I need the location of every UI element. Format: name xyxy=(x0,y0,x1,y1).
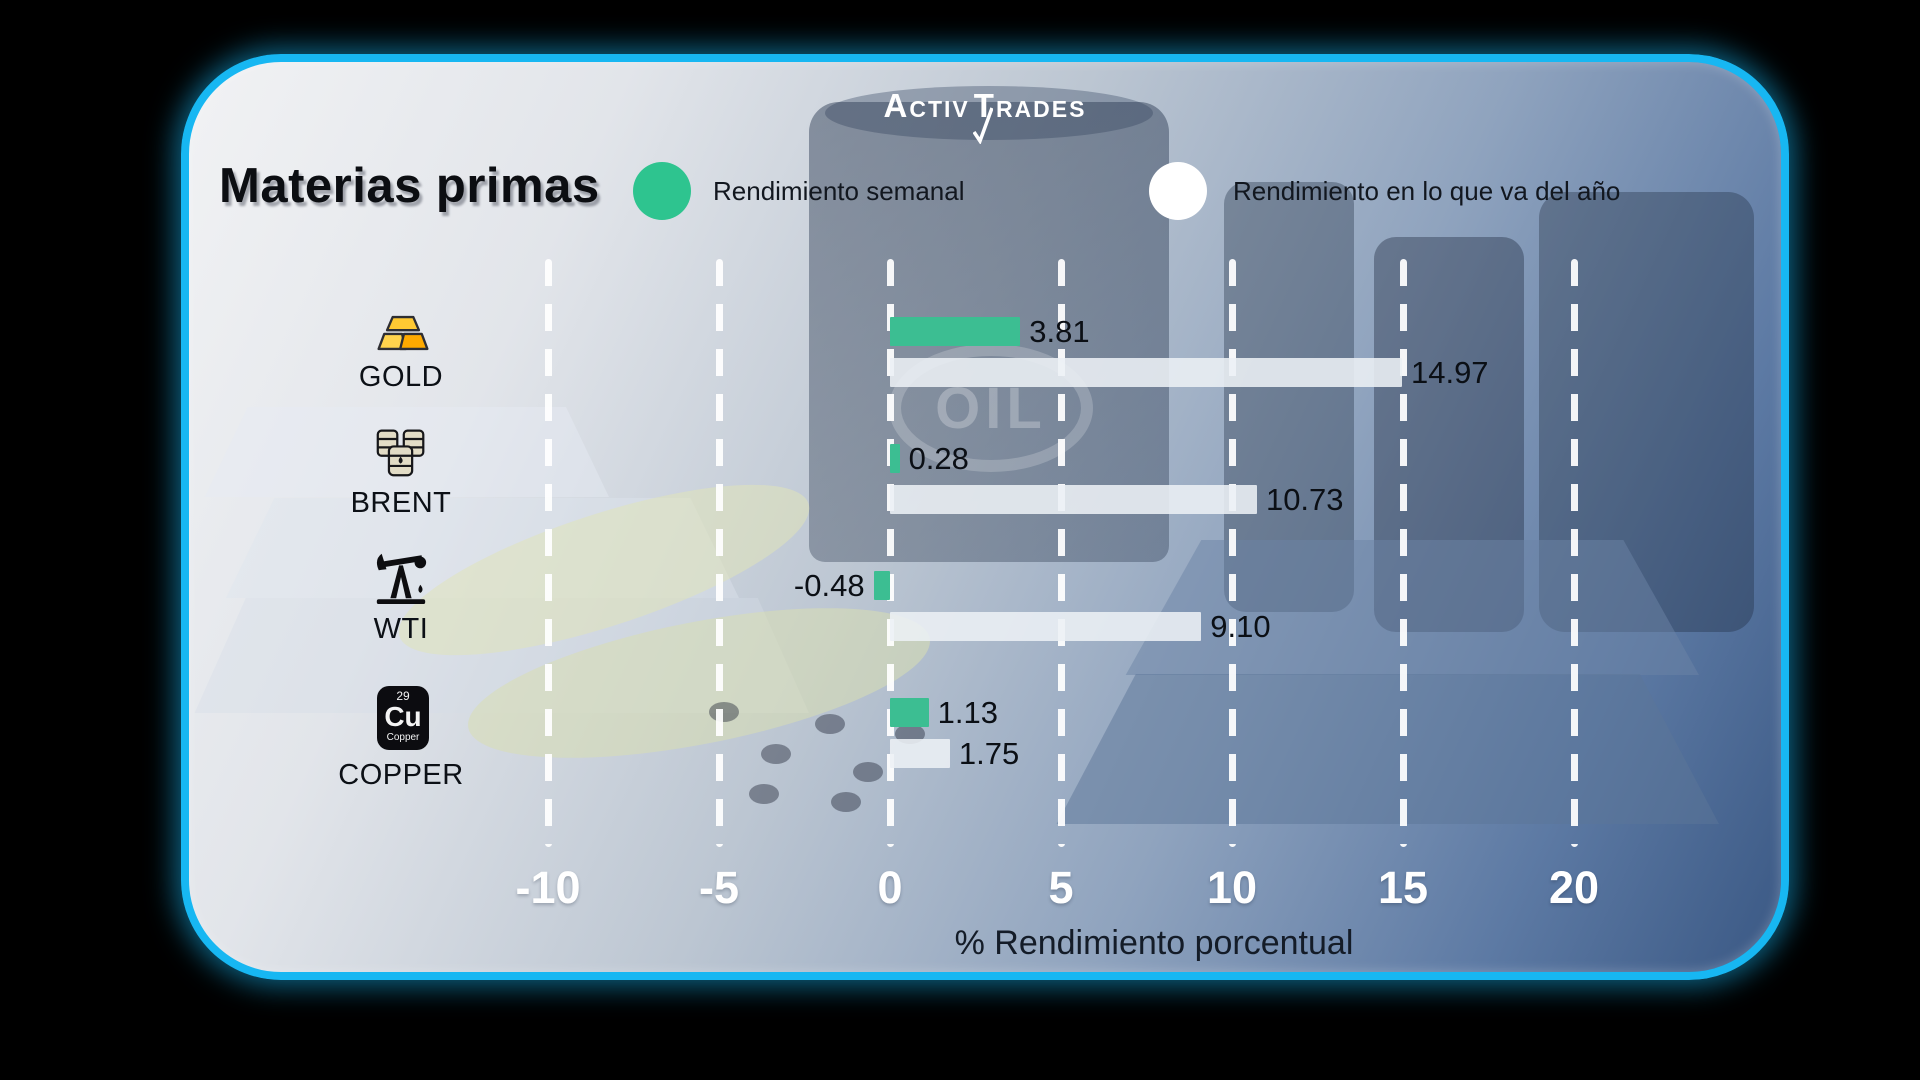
value-label-ytd-brent: 10.73 xyxy=(1265,482,1344,517)
bar-weekly-wti xyxy=(873,571,890,600)
legend-dot-ytd xyxy=(1149,162,1207,220)
logo-word-trades: Trades xyxy=(973,87,1087,124)
grid-line-5 xyxy=(1057,259,1065,847)
x-tick-label: 0 xyxy=(877,862,903,913)
bar-weekly-brent xyxy=(890,444,900,473)
bar-ytd-wti xyxy=(890,612,1202,641)
bar-weekly-gold xyxy=(890,317,1021,346)
grid-line--10 xyxy=(544,259,552,847)
legend-label-weekly: Rendimiento semanal xyxy=(713,176,965,206)
x-tick-label: 20 xyxy=(1548,862,1600,913)
page-title: Materias primas xyxy=(219,159,600,213)
copper-symbol: Cu xyxy=(384,701,422,732)
copper-element-icon: 29 Cu Copper xyxy=(377,686,429,750)
chart-panel: OIL Activ Trades Materias primas Rendimie… xyxy=(181,54,1789,980)
bar-ytd-copper xyxy=(890,739,950,768)
x-tick-label: 5 xyxy=(1048,862,1074,913)
grid-line-0 xyxy=(886,259,894,847)
logo-word-activ: Activ xyxy=(883,87,970,124)
x-tick-label: 15 xyxy=(1377,862,1429,913)
grid-line-20 xyxy=(1570,259,1578,847)
value-label-weekly-gold: 3.81 xyxy=(1029,314,1090,349)
category-label-gold: GOLD xyxy=(358,361,444,393)
value-label-ytd-gold: 14.97 xyxy=(1410,355,1489,390)
x-tick-label: 10 xyxy=(1206,862,1258,913)
x-tick-label: -10 xyxy=(515,862,581,913)
value-label-ytd-wti: 9.10 xyxy=(1210,609,1271,644)
bar-ytd-gold xyxy=(890,358,1402,387)
grid-line-10 xyxy=(1228,259,1236,847)
copper-caption: Copper xyxy=(386,732,420,743)
bar-ytd-brent xyxy=(890,485,1257,514)
legend-dot-weekly xyxy=(633,162,691,220)
grid-line--5 xyxy=(715,259,723,847)
horizontal-bar-chart: GOLD BRENT xyxy=(189,62,1781,972)
copper-atomic-number: 29 xyxy=(396,689,410,703)
bar-weekly-copper xyxy=(890,698,929,727)
value-label-weekly-brent: 0.28 xyxy=(908,441,969,476)
x-axis-title: % Rendimiento porcentual xyxy=(954,924,1354,962)
category-label-brent: BRENT xyxy=(350,487,452,519)
grid-line-15 xyxy=(1399,259,1407,847)
value-label-ytd-copper: 1.75 xyxy=(958,736,1020,771)
value-label-weekly-copper: 1.13 xyxy=(937,695,998,730)
activtrades-logo: Activ Trades xyxy=(189,87,1781,144)
category-label-wti: WTI xyxy=(373,613,429,645)
category-label-copper: COPPER xyxy=(338,759,464,791)
value-label-weekly-wti: -0.48 xyxy=(793,568,865,603)
x-tick-label: -5 xyxy=(698,862,739,913)
legend-label-ytd: Rendimiento en lo que va del año xyxy=(1233,176,1621,206)
